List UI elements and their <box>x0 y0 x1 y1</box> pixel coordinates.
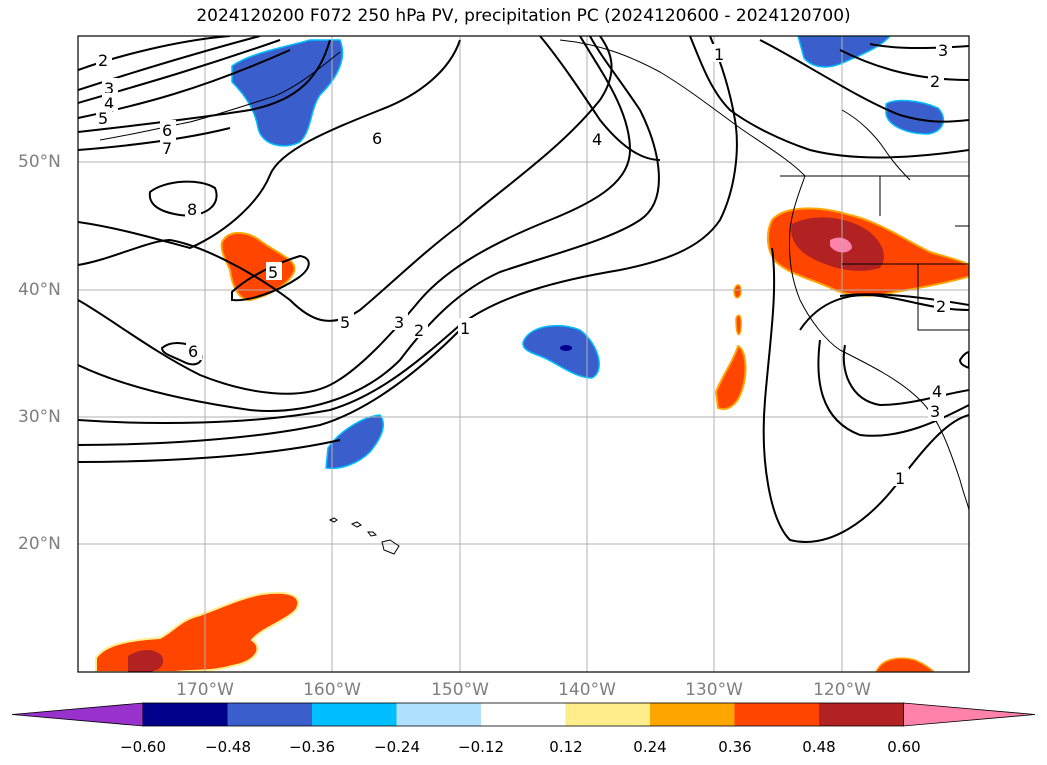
contour-label: 3 <box>930 402 940 421</box>
pc-pos-south-east <box>875 657 936 672</box>
pv-contour-2-east <box>839 293 969 306</box>
colorbar-extend-high <box>903 702 1036 727</box>
lat-label-20n: 20°N <box>18 534 61 554</box>
lat-label-40n: 40°N <box>18 280 61 300</box>
pv-contour-south-2 <box>78 439 341 463</box>
pv-contour-3-ne <box>869 43 969 49</box>
pc-neg-central-pacific <box>522 324 600 379</box>
pv-contour-5-main <box>78 36 613 322</box>
pv-contour-east-closed <box>958 350 969 370</box>
colorbar-segment <box>734 703 820 726</box>
precip-positive-shading <box>95 207 969 672</box>
pc-neg-canada-east <box>885 99 945 135</box>
pv-contour-2-ne <box>839 49 969 81</box>
contour-label: 4 <box>104 94 114 113</box>
map-title: 2024120200 F072 250 hPa PV, precipitatio… <box>196 6 851 26</box>
colorbar-extend-low <box>11 702 144 727</box>
pv-contour-5-closed <box>231 254 310 302</box>
precip-negative-shading <box>231 36 945 470</box>
colorbar-tick-label: 0.24 <box>633 738 667 756</box>
lon-label-140w: 140°W <box>558 680 616 700</box>
lon-label-150w: 150°W <box>431 680 489 700</box>
contour-label: 6 <box>188 342 198 361</box>
pc-pos-offshore-2 <box>735 314 742 336</box>
contour-label: 7 <box>162 139 172 158</box>
map-figure: 2 3 4 5 6 7 8 6 5 6 5 3 2 1 <box>77 35 970 673</box>
pv-contour-1-main <box>78 36 738 424</box>
colorbar-segment <box>819 703 904 726</box>
colorbar-tick-label: −0.24 <box>374 738 420 756</box>
contour-label: 2 <box>936 297 946 316</box>
contour-label: 3 <box>394 313 404 332</box>
contour-label: 5 <box>340 313 350 332</box>
pc-neg-hawaii-north <box>325 414 384 470</box>
lat-label-50n: 50°N <box>18 152 61 172</box>
lon-label-130w: 130°W <box>685 680 743 700</box>
colorbar-segment <box>143 703 228 726</box>
pc-neg-north-pacific <box>231 39 344 147</box>
contour-labels: 2 3 4 5 6 7 8 6 5 6 5 3 2 1 <box>96 41 952 488</box>
map-frame <box>77 35 970 673</box>
contour-label: 8 <box>187 200 197 219</box>
pv-contour-south-1 <box>78 329 461 446</box>
colorbar-segment <box>650 703 735 726</box>
pv-contour-3-nw <box>78 36 261 91</box>
pv-contour-6-nw <box>78 39 331 133</box>
lat-label-30n: 30°N <box>18 407 61 427</box>
contour-label: 2 <box>930 72 940 91</box>
pv-contour-6-closed <box>160 342 203 366</box>
lon-label-160w: 160°W <box>303 680 361 700</box>
contour-label: 1 <box>460 319 470 338</box>
map-background <box>78 36 969 672</box>
pv-contour-2-nw <box>78 36 231 71</box>
pc-pos-offshore-1 <box>733 284 742 299</box>
pv-contour-8-closed <box>148 180 218 217</box>
colorbar-tick-label: −0.12 <box>458 738 504 756</box>
pv-contour-1-ne <box>759 39 969 123</box>
coastlines <box>99 36 969 672</box>
pc-neg-central-core <box>560 345 572 351</box>
pc-pos-offshore-3 <box>714 344 747 410</box>
pc-pos-west-coast-peak <box>830 237 852 253</box>
pv-contour-1-north <box>689 36 969 159</box>
contour-label: 2 <box>98 51 108 70</box>
pv-contour-2-main <box>78 36 660 412</box>
lon-label-170w: 170°W <box>176 680 234 700</box>
colorbar-segment <box>312 703 397 726</box>
contour-label: 5 <box>268 263 278 282</box>
colorbar-frame <box>142 702 904 727</box>
pc-pos-southwest-core <box>128 650 164 672</box>
colorbar-segment <box>227 703 313 726</box>
colorbar-tick-label: 0.12 <box>549 738 583 756</box>
graticule <box>78 36 969 672</box>
colorbar-segment <box>565 703 651 726</box>
lon-label-120w: 120°W <box>813 680 871 700</box>
colorbar-tick-label: −0.48 <box>205 738 251 756</box>
contour-label: 1 <box>895 469 905 488</box>
colorbar-tick-label: 0.36 <box>718 738 752 756</box>
colorbar-segment <box>481 703 566 726</box>
colorbar-segment <box>396 703 482 726</box>
colorbar-tick-label: 0.60 <box>887 738 921 756</box>
contour-label: 4 <box>932 382 942 401</box>
contour-label: 5 <box>98 109 108 128</box>
hawaii-islands <box>328 517 400 555</box>
colorbar-tick-label: 0.48 <box>802 738 836 756</box>
contour-label: 3 <box>938 41 948 60</box>
contour-label: 3 <box>104 79 114 98</box>
colorbar <box>11 702 1036 727</box>
pv-contour-4-nw <box>78 39 281 104</box>
pv-contours <box>78 36 969 543</box>
pv-contour-4-north <box>539 36 661 161</box>
contour-label: 1 <box>714 45 724 64</box>
colorbar-tick-label: −0.36 <box>289 738 335 756</box>
contour-label: 4 <box>592 130 602 149</box>
contour-label: 2 <box>414 321 424 340</box>
pv-contour-1-trough <box>762 247 969 543</box>
contour-label: 6 <box>162 121 172 140</box>
contour-label: 6 <box>372 129 382 148</box>
colorbar-tick-label: −0.60 <box>120 738 166 756</box>
